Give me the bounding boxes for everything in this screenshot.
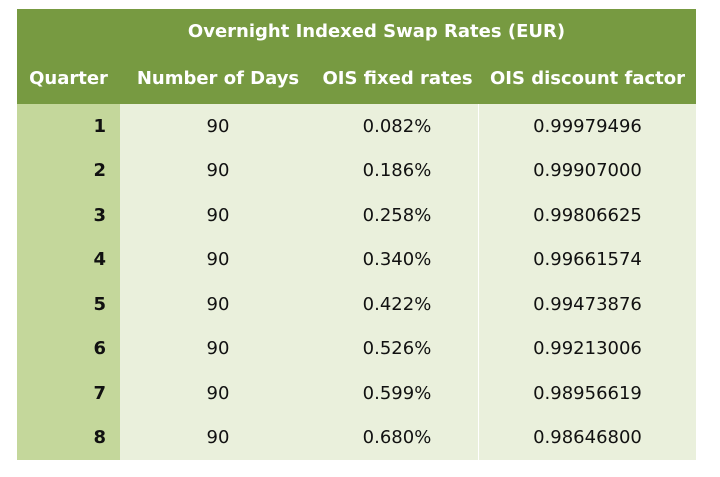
cell-days: 90	[206, 293, 230, 315]
cell-fixed-rate: 0.258%	[316, 193, 479, 238]
cell-fixed-rate: 0.680%	[316, 415, 479, 460]
column-header-number-of-days: Number of Days	[136, 68, 300, 89]
cell-quarter: 8	[17, 415, 120, 460]
cell-quarter: 5	[17, 282, 120, 327]
cell-discount-factor: 0.99907000	[533, 160, 642, 182]
table-row: 1 90 0.082% 0.99979496	[17, 104, 696, 149]
cell-days: 90	[206, 382, 230, 404]
cell-discount-factor: 0.99213006	[533, 338, 642, 360]
table-body: 1 90 0.082% 0.99979496 2 90 0.186% 0.999…	[17, 104, 696, 460]
table-row: 4 90 0.340% 0.99661574	[17, 237, 696, 282]
cell-fixed-rate: 0.599%	[316, 371, 479, 416]
cell-discount-factor: 0.98646800	[533, 427, 642, 449]
cell-fixed-rate: 0.526%	[316, 326, 479, 371]
cell-quarter: 1	[17, 104, 120, 149]
cell-discount-factor: 0.99661574	[533, 249, 642, 271]
table-row: 5 90 0.422% 0.99473876	[17, 282, 696, 327]
cell-fixed-rate: 0.422%	[316, 282, 479, 327]
cell-quarter: 6	[17, 326, 120, 371]
cell-days: 90	[206, 338, 230, 360]
cell-discount-factor: 0.99473876	[533, 293, 642, 315]
ois-rates-table: Overnight Indexed Swap Rates (EUR) Quart…	[17, 9, 696, 460]
cell-fixed-rate: 0.186%	[316, 148, 479, 193]
cell-quarter: 3	[17, 193, 120, 238]
cell-fixed-rate: 0.340%	[316, 237, 479, 282]
table-row: 3 90 0.258% 0.99806625	[17, 193, 696, 238]
cell-days: 90	[206, 115, 230, 137]
column-header-quarter: Quarter	[29, 68, 108, 89]
cell-days: 90	[206, 160, 230, 182]
table-row: 8 90 0.680% 0.98646800	[17, 415, 696, 460]
cell-fixed-rate: 0.082%	[316, 104, 479, 149]
cell-quarter: 2	[17, 148, 120, 193]
table-row: 7 90 0.599% 0.98956619	[17, 371, 696, 416]
column-header-ois-discount-factor: OIS discount factor	[489, 68, 686, 89]
cell-days: 90	[206, 249, 230, 271]
column-header-ois-fixed-rates: OIS fixed rates	[322, 68, 473, 89]
cell-quarter: 4	[17, 237, 120, 282]
table-row: 2 90 0.186% 0.99907000	[17, 148, 696, 193]
cell-quarter: 7	[17, 371, 120, 416]
cell-discount-factor: 0.99806625	[533, 204, 642, 226]
cell-discount-factor: 0.98956619	[533, 382, 642, 404]
cell-days: 90	[206, 204, 230, 226]
table-row: 6 90 0.526% 0.99213006	[17, 326, 696, 371]
table-header-row: Quarter Number of Days OIS fixed rates O…	[17, 53, 696, 104]
cell-discount-factor: 0.99979496	[533, 115, 642, 137]
table-title: Overnight Indexed Swap Rates (EUR)	[17, 9, 696, 53]
cell-days: 90	[206, 427, 230, 449]
